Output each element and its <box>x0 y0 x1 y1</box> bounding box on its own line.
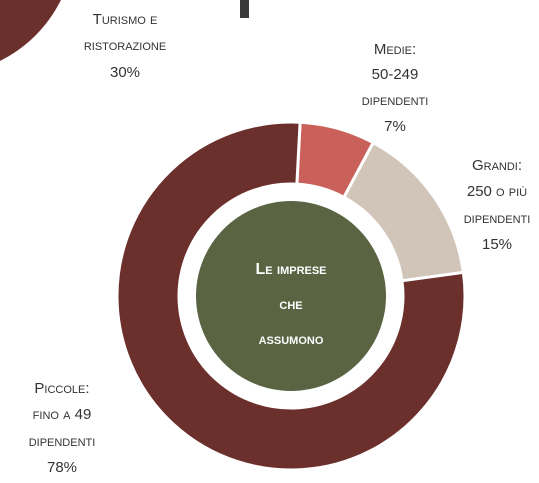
donut-slice <box>115 120 467 472</box>
slice-label: Medie: <box>374 41 416 58</box>
center-label: assumono <box>259 331 324 348</box>
slice-label: dipendenti <box>29 433 96 450</box>
value-label: 30% <box>110 64 140 81</box>
value-label: 15% <box>482 236 512 253</box>
center-label: Le imprese <box>255 261 326 278</box>
value-label: 7% <box>384 118 406 135</box>
slice-label: dipendenti <box>464 210 531 227</box>
value-label: 78% <box>47 459 77 476</box>
slice-label: Piccole: <box>34 380 89 397</box>
pie-slice <box>0 0 61 61</box>
slice-label: fino a 49 <box>33 406 92 423</box>
slice-label: dipendenti <box>362 92 429 109</box>
center-circle <box>196 201 386 391</box>
slice-label: ristorazione <box>84 37 166 54</box>
slice-label: Turismo e <box>93 11 158 28</box>
decor-bar <box>240 0 249 18</box>
slice-label: 50-249 <box>372 66 419 83</box>
slice-label: Grandi: <box>472 157 522 174</box>
slice-label: 250 o più <box>467 183 527 200</box>
center-label: che <box>279 296 302 313</box>
